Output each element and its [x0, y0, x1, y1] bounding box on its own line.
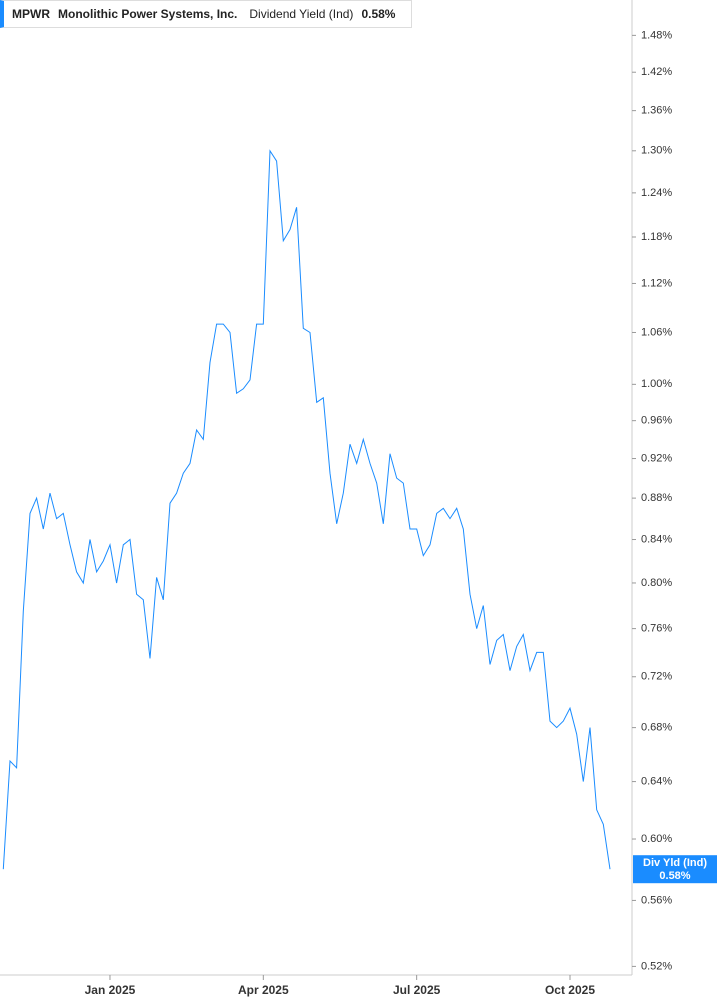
- y-tick-label: 1.36%: [641, 105, 672, 117]
- y-tick-label: 0.60%: [641, 833, 672, 845]
- x-tick-label: Jul 2025: [393, 983, 441, 997]
- y-tick-label: 1.48%: [641, 29, 672, 41]
- y-tick-label: 1.42%: [641, 66, 672, 78]
- y-tick-label: 0.56%: [641, 894, 672, 906]
- y-tick-label: 1.00%: [641, 378, 672, 390]
- y-tick-label: 0.96%: [641, 415, 672, 427]
- last-value: 0.58%: [361, 7, 396, 21]
- y-tick-label: 1.12%: [641, 277, 672, 289]
- x-tick-label: Apr 2025: [238, 983, 289, 997]
- y-tick-label: 0.80%: [641, 577, 672, 589]
- y-tick-label: 0.52%: [641, 960, 672, 972]
- y-tick-label: 0.68%: [641, 722, 672, 734]
- y-tick-label: 0.64%: [641, 775, 672, 787]
- axis-tag: [633, 855, 717, 884]
- y-tick-label: 1.06%: [641, 326, 672, 338]
- line-series: [2, 149, 611, 870]
- company: Monolithic Power Systems, Inc.: [58, 7, 238, 21]
- y-tick-label: 1.24%: [641, 187, 672, 199]
- y-tick-label: 1.30%: [641, 145, 672, 157]
- y-tick-label: 0.76%: [641, 623, 672, 635]
- y-tick-label: 0.92%: [641, 452, 672, 464]
- x-tick-label: Oct 2025: [545, 983, 595, 997]
- y-tick-label: 0.72%: [641, 671, 672, 683]
- legend-header: MPWR Monolithic Power Systems, Inc. Divi…: [0, 0, 412, 28]
- x-tick-label: Jan 2025: [85, 983, 136, 997]
- series-name: Dividend Yield (Ind): [249, 7, 354, 21]
- y-tick-label: 0.84%: [641, 533, 672, 545]
- y-tick-label: 1.18%: [641, 231, 672, 243]
- axis-tag-name: Div Yld (Ind): [643, 857, 707, 869]
- y-tick-label: 0.88%: [641, 492, 672, 504]
- ticker: MPWR: [12, 7, 50, 21]
- axis-tag-value: 0.58%: [659, 870, 690, 882]
